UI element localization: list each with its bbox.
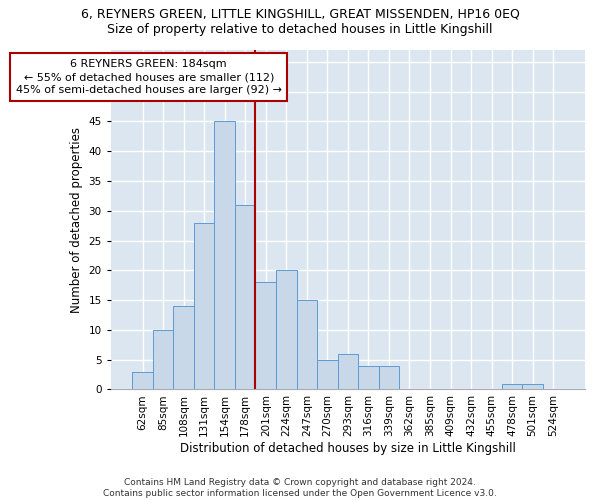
Bar — [194, 222, 214, 390]
Bar — [214, 122, 235, 390]
Bar — [502, 384, 523, 390]
Text: 6 REYNERS GREEN: 184sqm
← 55% of detached houses are smaller (112)
45% of semi-d: 6 REYNERS GREEN: 184sqm ← 55% of detache… — [16, 59, 282, 96]
Text: Size of property relative to detached houses in Little Kingshill: Size of property relative to detached ho… — [107, 22, 493, 36]
Bar — [173, 306, 194, 390]
Bar — [276, 270, 296, 390]
Bar — [523, 384, 543, 390]
Y-axis label: Number of detached properties: Number of detached properties — [70, 126, 83, 312]
Text: Contains HM Land Registry data © Crown copyright and database right 2024.
Contai: Contains HM Land Registry data © Crown c… — [103, 478, 497, 498]
Bar — [317, 360, 338, 390]
Bar — [256, 282, 276, 390]
Bar — [235, 205, 256, 390]
Bar — [379, 366, 399, 390]
Bar — [296, 300, 317, 390]
Bar — [338, 354, 358, 390]
Bar — [153, 330, 173, 390]
Bar — [358, 366, 379, 390]
Text: 6, REYNERS GREEN, LITTLE KINGSHILL, GREAT MISSENDEN, HP16 0EQ: 6, REYNERS GREEN, LITTLE KINGSHILL, GREA… — [80, 8, 520, 20]
Bar — [133, 372, 153, 390]
X-axis label: Distribution of detached houses by size in Little Kingshill: Distribution of detached houses by size … — [180, 442, 516, 455]
